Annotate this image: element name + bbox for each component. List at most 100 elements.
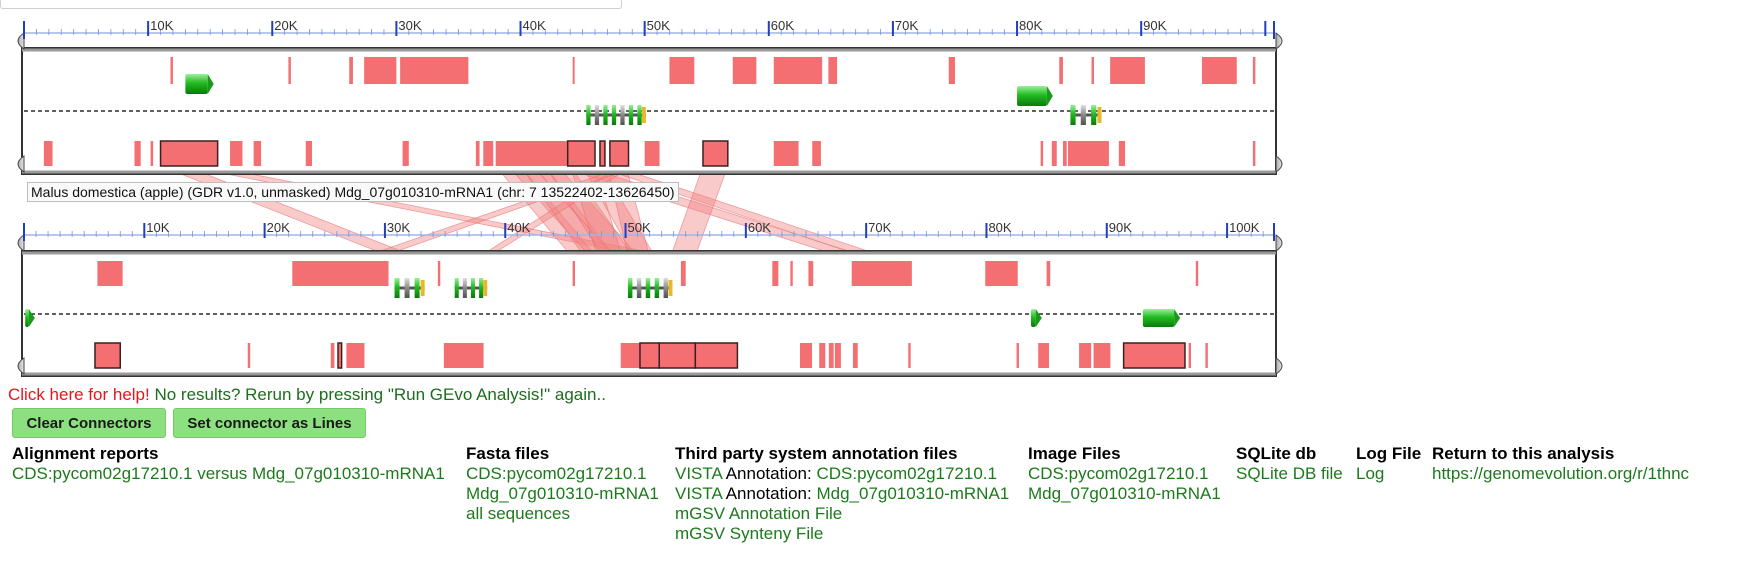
gene-utr bbox=[1097, 107, 1102, 123]
feature-block bbox=[43, 141, 53, 166]
gene-exon bbox=[611, 105, 617, 125]
feature-block bbox=[658, 342, 697, 369]
feature-block bbox=[702, 140, 729, 167]
gene-utr bbox=[641, 107, 646, 123]
feature-block bbox=[609, 140, 630, 167]
track-end-cap bbox=[1275, 234, 1283, 252]
gene-exon bbox=[479, 278, 484, 298]
feature-block bbox=[1038, 343, 1050, 368]
feature-block bbox=[985, 261, 1018, 286]
vista-annotation-target-link[interactable]: Mdg_07g010310-mRNA1 bbox=[816, 484, 1010, 503]
return-analysis-link[interactable]: https://genomevolution.org/r/1thnc bbox=[1432, 464, 1690, 483]
mgsv-synteny-link[interactable]: mGSV Synteny File bbox=[675, 524, 824, 543]
feature-block bbox=[1093, 343, 1111, 368]
ruler-tick-label: 100K bbox=[1229, 220, 1260, 235]
feature-block bbox=[620, 343, 640, 368]
third-party-heading: Third party system annotation files bbox=[675, 444, 958, 463]
ruler-tick-label: 80K bbox=[988, 220, 1011, 235]
ruler-tick-label: 70K bbox=[895, 18, 918, 33]
feature-block bbox=[669, 57, 695, 84]
feature-block bbox=[566, 140, 596, 167]
top-input-box[interactable] bbox=[0, 0, 622, 9]
gene-model bbox=[1017, 86, 1047, 106]
feature-block bbox=[851, 261, 912, 286]
fasta-link-target[interactable]: Mdg_07g010310-mRNA1 bbox=[466, 484, 659, 503]
gene-utr bbox=[420, 280, 425, 296]
ruler-tick-label: 20K bbox=[274, 18, 297, 33]
sqlite-column: SQLite db SQLite DB file bbox=[1236, 443, 1343, 484]
help-link[interactable]: Click here for help! bbox=[8, 385, 150, 404]
gene-exon bbox=[1070, 105, 1076, 125]
feature-block bbox=[159, 140, 219, 167]
image-link-query[interactable]: CDS:pycom02g17210.1 bbox=[1028, 464, 1209, 483]
feature-block bbox=[230, 141, 243, 166]
feature-block bbox=[1040, 141, 1044, 166]
feature-block bbox=[773, 141, 799, 166]
ruler-tick-label: 10K bbox=[150, 18, 173, 33]
tracks-layer: 10K 20K 30K 40K 50K 60K 70K 80K 90K 10K 20K 30K 40K 5… bbox=[17, 18, 1283, 377]
return-analysis-heading: Return to this analysis bbox=[1432, 444, 1615, 463]
vista-link-2[interactable]: VISTA bbox=[675, 484, 722, 503]
fasta-link-query[interactable]: CDS:pycom02g17210.1 bbox=[466, 464, 647, 483]
feature-block bbox=[834, 343, 841, 368]
track-end-cap bbox=[1275, 155, 1283, 173]
ruler-tick-label: 90K bbox=[1109, 220, 1132, 235]
feature-block bbox=[1188, 343, 1191, 368]
gene-direction-arrow bbox=[28, 309, 35, 327]
set-connector-lines-button[interactable]: Set connector as Lines bbox=[173, 408, 366, 438]
track-end-cap bbox=[17, 234, 25, 252]
gene-exon bbox=[645, 278, 651, 298]
feature-block bbox=[402, 141, 409, 166]
feature-block bbox=[694, 342, 739, 369]
vista-annotation-label-1: Annotation: bbox=[721, 464, 817, 483]
ruler-tick-label: 20K bbox=[267, 220, 290, 235]
alignment-report-link[interactable]: CDS:pycom02g17210.1 versus Mdg_07g010310… bbox=[12, 464, 445, 483]
gene-utr bbox=[668, 280, 673, 296]
gene-exon bbox=[414, 278, 420, 298]
feature-block bbox=[680, 261, 686, 286]
vista-annotation-row-2: VISTA Annotation: Mdg_07g010310-mRNA1 bbox=[675, 484, 1009, 504]
gene-exon bbox=[627, 278, 633, 298]
track-end-cap bbox=[1275, 357, 1283, 375]
feature-block bbox=[330, 343, 335, 368]
feature-block bbox=[772, 261, 779, 286]
gene-exon bbox=[394, 278, 400, 298]
fasta-link-all[interactable]: all sequences bbox=[466, 504, 570, 523]
feature-block bbox=[1252, 57, 1256, 84]
feature-block bbox=[1091, 57, 1095, 84]
ruler-tick-label: 10K bbox=[146, 220, 169, 235]
feature-block bbox=[1122, 342, 1186, 369]
ruler-tick-label: 80K bbox=[1019, 18, 1042, 33]
gene-direction-arrow bbox=[1035, 309, 1042, 327]
feature-block bbox=[812, 141, 821, 166]
feature-block bbox=[599, 140, 606, 167]
gene-exon bbox=[1080, 105, 1086, 125]
clear-connectors-button[interactable]: Clear Connectors bbox=[12, 408, 166, 438]
track-end-cap bbox=[1275, 32, 1283, 50]
gene-exon bbox=[603, 105, 608, 125]
gene-exon bbox=[1091, 105, 1097, 125]
ruler-tick-label: 50K bbox=[628, 220, 651, 235]
feature-block bbox=[253, 141, 262, 166]
feature-block bbox=[852, 343, 858, 368]
track-end-cap bbox=[17, 32, 25, 50]
log-file-column: Log File Log bbox=[1356, 443, 1421, 484]
fasta-files-column: Fasta files CDS:pycom02g17210.1 Mdg_07g0… bbox=[466, 443, 659, 524]
vista-link-1[interactable]: VISTA bbox=[675, 464, 722, 483]
feature-block bbox=[572, 261, 576, 286]
feature-block bbox=[1016, 343, 1019, 368]
log-link[interactable]: Log bbox=[1356, 464, 1385, 483]
mgsv-annotation-link[interactable]: mGSV Annotation File bbox=[675, 504, 843, 523]
image-link-target[interactable]: Mdg_07g010310-mRNA1 bbox=[1028, 484, 1221, 503]
image-files-column: Image Files CDS:pycom02g17210.1 Mdg_07g0… bbox=[1028, 443, 1221, 504]
feature-block bbox=[1059, 57, 1063, 84]
sqlite-db-link[interactable]: SQLite DB file bbox=[1236, 464, 1343, 483]
vista-annotation-query-link[interactable]: CDS:pycom02g17210.1 bbox=[816, 464, 997, 483]
ruler-tick-label: 40K bbox=[523, 18, 546, 33]
feature-block bbox=[400, 57, 469, 84]
gene-utr bbox=[483, 280, 488, 296]
gene-direction-arrow bbox=[1046, 86, 1053, 106]
return-analysis-column: Return to this analysis https://genomevo… bbox=[1432, 443, 1689, 484]
gene-model bbox=[1142, 309, 1175, 327]
feature-block bbox=[1046, 261, 1051, 286]
